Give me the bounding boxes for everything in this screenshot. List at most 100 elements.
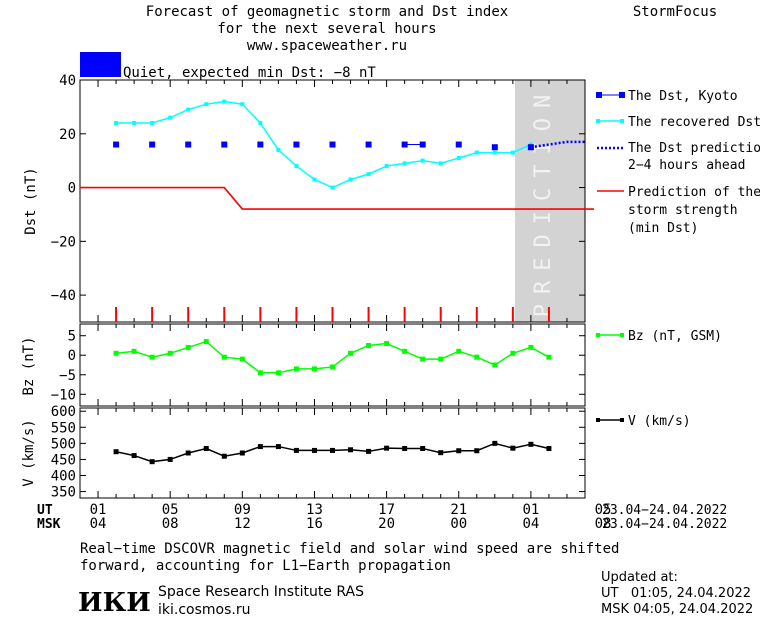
msk-tick-label: 20: [378, 516, 395, 532]
bz-point: [492, 362, 498, 368]
recovered-dst-line: [116, 100, 532, 189]
kyoto-dst-point: [365, 141, 372, 148]
recovered-dst-point: [330, 185, 335, 190]
v-point: [113, 449, 119, 455]
y-tick-label: −40: [51, 288, 76, 304]
v-point: [492, 440, 498, 446]
recovered-dst-point: [294, 164, 299, 169]
legend-storm-label: Prediction of the storm strength (min Dst): [628, 185, 760, 236]
recovered-dst-point: [204, 102, 209, 107]
bz-point: [149, 354, 155, 360]
updated-ut: UT 01:05, 24.04.2022: [601, 586, 751, 601]
ut-range: 23.04−24.04.2022: [602, 503, 727, 518]
y-tick-label: −20: [51, 234, 76, 250]
bz-point: [275, 370, 281, 376]
legend-bz-marker: [620, 333, 624, 337]
prediction-label: PREDICTION: [531, 85, 556, 317]
iki-logo: ИКИ: [78, 588, 151, 618]
v-ylabel: V (km/s): [21, 419, 37, 486]
recovered-dst-point: [132, 121, 137, 126]
bz-point: [257, 370, 263, 376]
bz-point: [113, 350, 119, 356]
v-point: [474, 448, 480, 454]
brand-name: StormFocus: [633, 4, 717, 20]
kyoto-dst-point: [149, 141, 156, 148]
y-tick-label: 5: [68, 329, 76, 345]
msk-range: 23.04−24.04.2022: [602, 517, 727, 532]
storm-strength-line: [80, 186, 595, 210]
title-line-1: Forecast of geomagnetic storm and Dst in…: [146, 4, 508, 20]
y-tick-label: 450: [51, 452, 76, 468]
v-point: [384, 445, 390, 451]
v-point: [546, 446, 552, 451]
v-point: [185, 450, 191, 456]
recovered-dst-point: [438, 161, 443, 166]
y-tick-label: 600: [51, 404, 76, 420]
y-tick-label: 550: [51, 420, 76, 436]
recovered-dst-point: [222, 99, 227, 104]
bz-point: [510, 350, 516, 356]
v-point: [311, 447, 317, 453]
legend-v-marker: [596, 418, 600, 422]
legend: The Dst, Kyoto The recovered Dst The Dst…: [596, 89, 760, 429]
ut-tick-label: 05: [162, 502, 179, 518]
legend-bz-label: Bz (nT, GSM): [628, 329, 722, 344]
bz-point: [221, 354, 227, 360]
v-point: [510, 445, 516, 451]
y-tick-label: 0: [68, 348, 76, 364]
footer-note-line-2: forward, accounting for L1−Earth propaga…: [80, 558, 451, 574]
ut-tick-label: 13: [306, 502, 323, 518]
legend-v-label: V (km/s): [628, 414, 691, 429]
v-point: [257, 444, 263, 450]
bz-point: [239, 356, 245, 362]
msk-tick-label: 04: [522, 516, 539, 532]
recovered-dst-point: [168, 115, 173, 120]
kyoto-dst-point: [113, 141, 120, 148]
bz-point: [384, 341, 390, 347]
bz-point: [528, 344, 534, 350]
v-point: [438, 450, 444, 456]
recovered-dst-point: [474, 150, 479, 155]
v-point: [456, 448, 462, 454]
ut-tick-label: 01: [522, 502, 539, 518]
kyoto-dst-point: [185, 141, 192, 148]
recovered-dst-point: [240, 102, 245, 107]
v-point: [203, 446, 209, 451]
bz-point: [420, 356, 426, 362]
institute-site[interactable]: iki.cosmos.ru: [158, 602, 250, 618]
bz-point: [348, 350, 354, 356]
status-color-box: [80, 52, 121, 77]
kyoto-dst-point: [329, 141, 336, 148]
v-point: [348, 447, 354, 453]
kyoto-dst-point: [257, 141, 264, 148]
bz-point: [456, 348, 462, 354]
v-point: [366, 448, 372, 454]
bz-point: [366, 342, 372, 348]
bz-point: [402, 348, 408, 354]
v-point: [420, 446, 426, 451]
legend-recovered-marker: [596, 119, 600, 123]
dst-ylabel: Dst (nT): [23, 167, 39, 234]
recovered-dst-point: [384, 164, 389, 169]
v-point: [528, 441, 534, 447]
ut-tick-label: 01: [90, 502, 107, 518]
v-point: [221, 453, 227, 459]
title-line-2: for the next several hours: [217, 21, 436, 37]
recovered-dst-point: [150, 121, 155, 126]
institute-name: Space Research Institute RAS: [158, 584, 364, 600]
msk-tick-label: 04: [90, 516, 107, 532]
y-tick-label: 500: [51, 436, 76, 452]
recovered-dst-point: [420, 158, 425, 163]
recovered-dst-point: [276, 147, 281, 152]
kyoto-dst-point: [491, 144, 498, 151]
v-point: [149, 459, 155, 465]
site-url[interactable]: www.spaceweather.ru: [247, 38, 407, 54]
updated-label: Updated at:: [601, 570, 678, 585]
v-point: [275, 444, 281, 450]
recovered-dst-point: [510, 150, 515, 155]
v-point: [239, 450, 245, 456]
footer-note-line-1: Real−time DSCOVR magnetic field and sola…: [80, 541, 619, 557]
bz-point: [185, 344, 191, 350]
kyoto-dst-point: [221, 141, 228, 148]
